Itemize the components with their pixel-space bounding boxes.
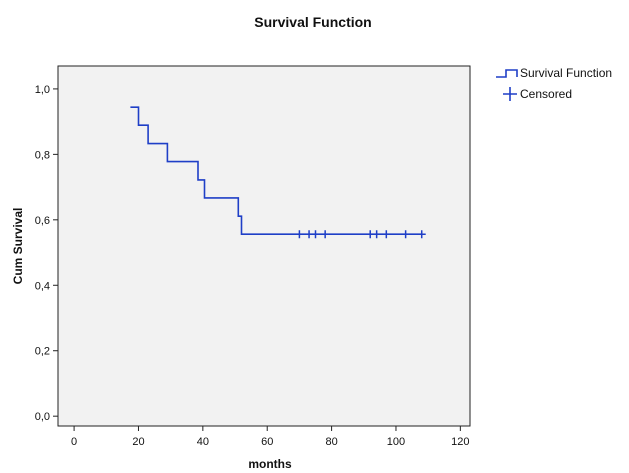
plot-area (57, 65, 471, 427)
x-tick-label: 40 (197, 436, 209, 448)
chart-title: Survival Function (254, 14, 371, 30)
y-tick-label: 1,0 (35, 84, 50, 96)
y-tick-label: 0,6 (35, 215, 50, 227)
censored-marker (372, 230, 381, 239)
x-tick-label: 80 (325, 436, 337, 448)
x-tick-label: 120 (451, 436, 469, 448)
survival-step-line (130, 106, 422, 235)
censored-marker (311, 230, 320, 239)
y-tick-label: 0,8 (35, 149, 50, 161)
censored-marker (417, 230, 426, 239)
legend: Survival Function Censored (496, 66, 612, 101)
series-layer (130, 106, 426, 239)
x-tick-label: 60 (261, 436, 273, 448)
legend-item-censored: Censored (503, 87, 572, 101)
y-axis-label: Cum Survival (11, 208, 25, 285)
censored-marker (401, 230, 410, 239)
censored-marker (295, 230, 304, 239)
plus-icon (503, 87, 517, 101)
x-tick-label: 0 (71, 436, 77, 448)
censored-marker (382, 230, 391, 239)
y-axis: 0,0 0,2 0,4 0,6 0,8 1,0 (35, 84, 58, 423)
legend-label-censored: Censored (520, 87, 572, 101)
censored-marker (321, 230, 330, 239)
x-tick-label: 20 (132, 436, 144, 448)
y-tick-label: 0,2 (35, 346, 50, 358)
y-tick-label: 0,0 (35, 411, 50, 423)
x-tick-label: 100 (387, 436, 405, 448)
legend-item-survival-function: Survival Function (496, 66, 612, 80)
legend-step-icon (496, 69, 518, 78)
x-axis-label: months (248, 457, 292, 471)
y-tick-label: 0,4 (35, 280, 50, 292)
x-axis: 0 20 40 60 80 100 120 (71, 426, 470, 448)
legend-label-survival-function: Survival Function (520, 66, 612, 80)
